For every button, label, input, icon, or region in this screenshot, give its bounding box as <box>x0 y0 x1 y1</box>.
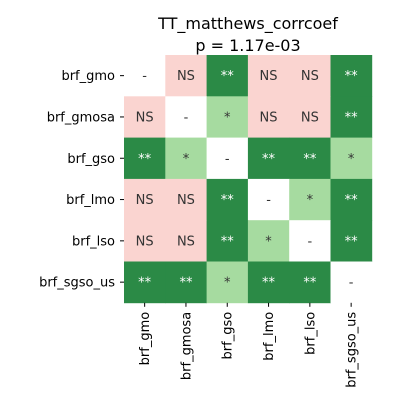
cell-label: ** <box>179 276 193 291</box>
heatmap-cell <box>206 261 249 304</box>
x-tick-label: brf_sgso_us <box>345 312 360 388</box>
cell-label: ** <box>221 234 235 249</box>
heatmap-cell <box>330 261 373 304</box>
x-tick-label: brf_gmo <box>138 312 153 366</box>
cell-label: - <box>307 234 312 249</box>
cell-label: * <box>348 152 355 167</box>
heatmap-cell <box>247 55 290 97</box>
cell-label: ** <box>345 110 359 125</box>
cell-label: ** <box>262 152 276 167</box>
heatmap-cell <box>206 55 249 97</box>
y-tick-label: brf_lso <box>72 234 115 249</box>
cell-label: ** <box>345 69 359 84</box>
y-tick-label: brf_gmosa <box>47 110 115 125</box>
cell-label: NS <box>301 110 319 125</box>
cell-label: ** <box>221 69 235 84</box>
heatmap-cell <box>247 96 290 138</box>
y-tick-label: brf_gmo <box>61 69 115 84</box>
heatmap-cell <box>124 137 166 180</box>
heatmap-cell <box>206 96 249 138</box>
y-axis-labels: brf_gmo brf_gmosa brf_gso brf_lmo brf_lsobrf… <box>39 69 124 291</box>
y-tick-label: brf_sgso_us <box>39 276 115 291</box>
chart-subtitle: p = 1.17e-03 <box>195 36 300 55</box>
x-tick-label: brf_gso <box>221 312 236 360</box>
heatmap-cell <box>330 178 373 221</box>
heatmap-cell <box>206 178 249 221</box>
x-tick-label: brf_lso <box>303 312 318 355</box>
cell-label: NS <box>136 234 154 249</box>
heatmap-cell <box>124 55 166 97</box>
heatmap-cell <box>289 220 331 262</box>
chart-title: TT_matthews_corrcoef <box>157 14 338 34</box>
heatmap-cell <box>165 55 207 97</box>
heatmap-cell <box>289 261 331 304</box>
heatmap-cell <box>289 178 331 221</box>
heatmap-cell <box>124 96 166 138</box>
y-tick-label: brf_gso <box>67 152 115 167</box>
heatmap-cell <box>330 96 373 138</box>
cell-label: NS <box>136 110 154 125</box>
heatmap-cell <box>289 137 331 180</box>
cell-label: NS <box>177 234 195 249</box>
cell-label: * <box>307 193 314 208</box>
heatmap-cell <box>165 220 207 262</box>
cell-label: NS <box>177 69 195 84</box>
y-tick-label: brf_lmo <box>66 193 115 208</box>
cell-label: ** <box>262 276 276 291</box>
cell-label: ** <box>345 234 359 249</box>
x-tick-label: brf_gmosa <box>179 312 194 380</box>
cell-label: - <box>142 69 147 84</box>
cell-label: ** <box>138 152 152 167</box>
heatmap-cells: - NS ** NS NS **NS - * NS NS **** * - ** ** *NS NS ** - * **… <box>124 55 373 304</box>
x-axis-labels: brf_gmo brf_gmosa brf_gso brf_lmo brf_lso brf… <box>138 302 360 388</box>
heatmap-cell <box>206 137 249 180</box>
cell-label: ** <box>138 276 152 291</box>
heatmap-cell <box>289 96 331 138</box>
cell-label: ** <box>345 193 359 208</box>
heatmap-cell <box>330 220 373 262</box>
cell-label: * <box>224 276 231 291</box>
heatmap-cell <box>124 220 166 262</box>
heatmap-cell <box>247 261 290 304</box>
cell-label: NS <box>177 193 195 208</box>
cell-label: NS <box>136 193 154 208</box>
heatmap-cell <box>165 137 207 180</box>
heatmap-cell <box>330 137 373 180</box>
heatmap-cell <box>165 261 207 304</box>
heatmap-cell <box>124 261 166 304</box>
heatmap-cell <box>165 96 207 138</box>
cell-label: - <box>225 152 230 167</box>
cell-label: * <box>183 152 190 167</box>
cell-label: ** <box>221 193 235 208</box>
x-tick-label: brf_lmo <box>262 312 277 361</box>
heatmap-cell <box>124 178 166 221</box>
cell-label: * <box>265 234 272 249</box>
heatmap-cell <box>330 55 373 97</box>
cell-label: NS <box>260 69 278 84</box>
heatmap-cell <box>247 178 290 221</box>
heatmap-cell <box>165 178 207 221</box>
cell-label: * <box>224 110 231 125</box>
cell-label: - <box>184 110 189 125</box>
cell-label: ** <box>303 152 317 167</box>
heatmap-cell <box>289 55 331 97</box>
cell-label: - <box>266 193 271 208</box>
cell-label: ** <box>303 276 317 291</box>
cell-label: NS <box>301 69 319 84</box>
heatmap-cell <box>247 220 290 262</box>
cell-label: NS <box>260 110 278 125</box>
cell-label: - <box>349 276 354 291</box>
heatmap-cell <box>206 220 249 262</box>
heatmap-cell <box>247 137 290 180</box>
